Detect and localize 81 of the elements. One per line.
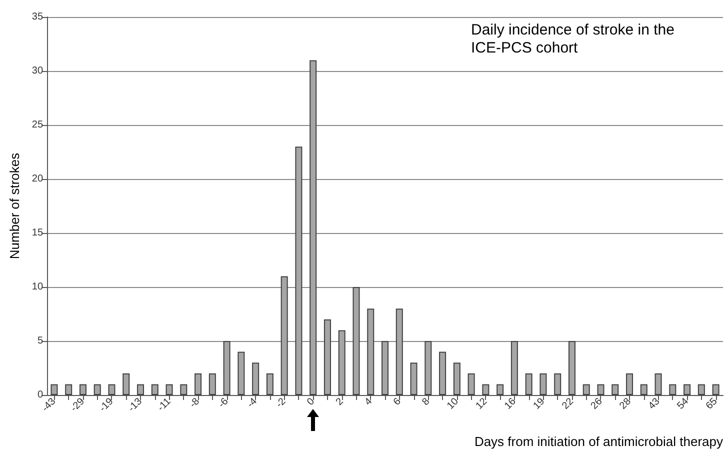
x-tick-label: -8	[188, 396, 202, 410]
bar	[367, 308, 374, 395]
y-tick-label: 10	[32, 282, 44, 292]
bar	[554, 373, 562, 395]
bar	[439, 352, 446, 395]
bar	[137, 384, 144, 395]
y-tick-label: 35	[32, 12, 44, 22]
bar	[223, 341, 230, 395]
bar	[424, 341, 432, 395]
x-tick-label: 0	[305, 396, 318, 408]
y-axis-title: Number of strokes	[7, 152, 22, 260]
y-tick-label: 25	[32, 120, 44, 130]
bar	[612, 384, 619, 395]
x-tick-label: 2	[334, 396, 346, 408]
x-tick-label: -29	[68, 396, 88, 414]
bar	[79, 384, 86, 395]
bar	[65, 384, 72, 395]
x-tick-label: -2	[274, 396, 289, 410]
bar	[669, 384, 676, 395]
x-tick-label: 65	[704, 396, 720, 412]
bar	[712, 384, 720, 395]
y-tick-label: 15	[32, 228, 44, 238]
bar	[208, 373, 216, 395]
bar	[582, 384, 590, 395]
bar	[510, 341, 518, 395]
bar	[238, 352, 245, 395]
bar	[180, 384, 188, 395]
x-tick-label: -13	[126, 396, 145, 414]
x-tick-label: -19	[98, 396, 116, 414]
x-tick-label: 12	[474, 396, 490, 412]
bar	[410, 362, 418, 395]
y-tick-label: 5	[37, 336, 44, 346]
x-tick-label: 54	[675, 396, 692, 412]
x-tick-label: 8	[420, 396, 432, 408]
y-tick-label: 20	[32, 174, 44, 184]
bar	[482, 384, 490, 395]
bar	[324, 319, 331, 395]
bar	[108, 384, 116, 395]
bar	[597, 384, 604, 395]
bar	[352, 287, 360, 395]
bar	[698, 384, 705, 395]
bar	[338, 330, 346, 395]
bar	[640, 384, 648, 395]
bar	[94, 384, 101, 395]
bar	[252, 362, 260, 395]
bar	[295, 146, 302, 395]
bar	[453, 362, 460, 395]
bar	[151, 384, 158, 395]
y-tick-label: 30	[32, 66, 44, 76]
bar	[194, 373, 202, 395]
x-tick-label: -6	[216, 396, 231, 410]
x-tick-label: -11	[156, 396, 174, 414]
bar	[280, 276, 288, 395]
bar	[166, 384, 173, 395]
x-tick-label: 28	[618, 396, 634, 412]
bar	[626, 373, 634, 395]
text: Daily incidence of stroke in the ICE-PCS cohort	[471, 22, 679, 56]
bar	[540, 373, 547, 395]
x-tick-label: -4	[245, 396, 260, 410]
bar	[684, 384, 691, 395]
bar	[396, 308, 403, 395]
bar	[122, 373, 130, 395]
bar	[568, 341, 576, 395]
x-tick-label: 16	[502, 396, 519, 412]
bar	[382, 341, 389, 395]
x-axis-title: Days from initiation of antimicrobial therapy	[474, 434, 724, 449]
bar	[525, 373, 532, 395]
bar	[468, 373, 475, 395]
bar	[310, 60, 317, 395]
x-tick-label: 22	[560, 396, 576, 412]
bar	[496, 384, 504, 395]
x-tick-label: -43	[40, 396, 58, 414]
x-tick-label: 43	[646, 396, 662, 412]
x-tick-label: 19	[531, 396, 548, 412]
bar	[654, 373, 662, 395]
x-tick-label: 4	[362, 396, 375, 408]
x-tick-label: 6	[392, 396, 404, 408]
bar	[266, 373, 274, 395]
bar	[50, 384, 58, 395]
x-tick-label: 26	[589, 396, 605, 412]
x-tick-label: 10	[445, 396, 462, 412]
